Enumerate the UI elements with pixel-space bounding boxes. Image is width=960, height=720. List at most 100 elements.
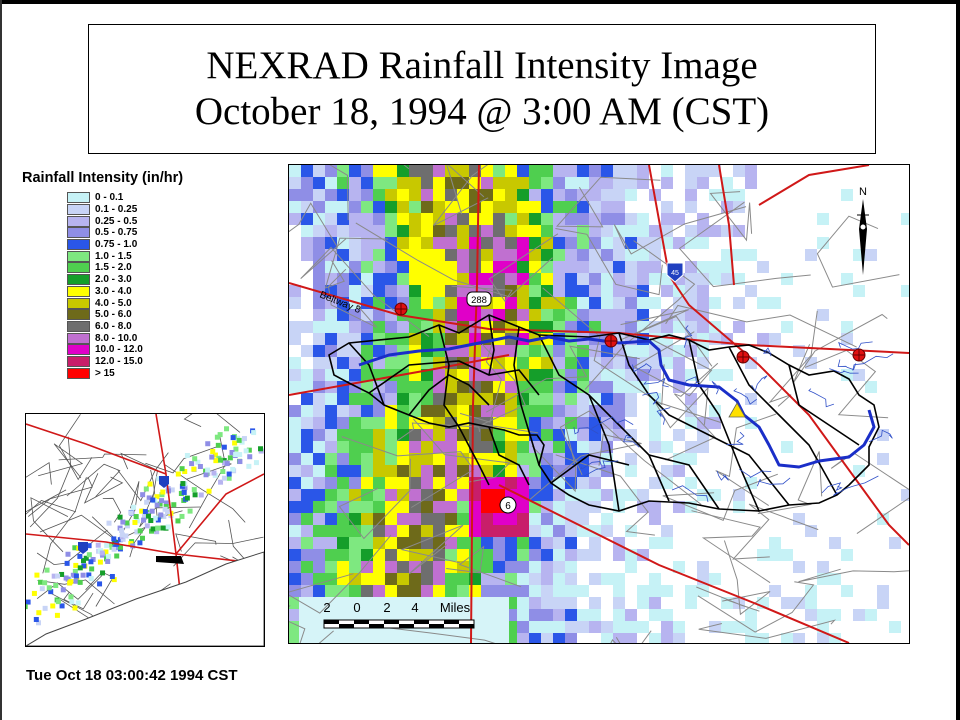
radar-cell bbox=[505, 465, 517, 477]
radar-cell bbox=[685, 273, 697, 285]
radar-cell bbox=[349, 201, 361, 213]
radar-cell bbox=[577, 513, 589, 525]
road bbox=[678, 201, 811, 288]
radar-cell bbox=[517, 249, 529, 261]
radar-cell bbox=[373, 573, 385, 585]
radar-cell bbox=[349, 465, 361, 477]
radar-cell bbox=[577, 357, 589, 369]
tributary bbox=[829, 368, 859, 374]
radar-cell bbox=[685, 417, 697, 429]
radar-cell bbox=[313, 501, 325, 513]
radar-cell bbox=[625, 405, 637, 417]
gauge-marker-icon bbox=[394, 302, 408, 316]
radar-cell bbox=[673, 561, 685, 573]
inset-cell bbox=[54, 612, 60, 618]
radar-cell bbox=[493, 549, 505, 561]
inset-cell bbox=[68, 594, 74, 600]
radar-cell bbox=[517, 177, 529, 189]
radar-cell bbox=[529, 405, 541, 417]
radar-cell bbox=[289, 285, 301, 297]
inset-cell bbox=[221, 444, 227, 450]
highway-west bbox=[289, 354, 510, 396]
radar-cell bbox=[625, 261, 637, 273]
radar-cell bbox=[385, 417, 397, 429]
radar-cell bbox=[445, 285, 457, 297]
radar-cell bbox=[613, 573, 625, 585]
radar-cell bbox=[349, 573, 361, 585]
radar-cell bbox=[553, 525, 565, 537]
radar-cell bbox=[673, 345, 685, 357]
radar-cell bbox=[529, 249, 541, 261]
radar-cell bbox=[661, 225, 673, 237]
radar-cell bbox=[409, 357, 421, 369]
radar-cell bbox=[457, 441, 469, 453]
legend-item: 12.0 - 15.0 bbox=[67, 355, 262, 368]
radar-cell bbox=[685, 225, 697, 237]
radar-cell bbox=[313, 429, 325, 441]
legend-item: 10.0 - 12.0 bbox=[67, 344, 262, 356]
radar-cell bbox=[457, 285, 469, 297]
radar-cell bbox=[637, 165, 649, 177]
radar-cell bbox=[649, 573, 661, 585]
inset-highway bbox=[175, 473, 264, 555]
inset-cell bbox=[214, 434, 220, 440]
radar-cell bbox=[565, 369, 577, 381]
radar-cell bbox=[541, 165, 553, 177]
radar-cell bbox=[721, 621, 733, 633]
radar-cell bbox=[553, 417, 565, 429]
legend-rows: 0 - 0.1 0.1 - 0.25 0.25 - 0.5 0.5 - 0.75 0.7… bbox=[22, 192, 262, 379]
radar-cell bbox=[349, 585, 361, 597]
scale-number: 4 bbox=[411, 600, 418, 615]
inset-cell bbox=[46, 585, 52, 591]
radar-cell bbox=[385, 213, 397, 225]
radar-cell bbox=[529, 369, 541, 381]
radar-cell bbox=[349, 261, 361, 273]
radar-cell bbox=[541, 297, 553, 309]
radar-cell bbox=[553, 297, 565, 309]
radar-cell bbox=[877, 585, 889, 597]
radar-cell bbox=[337, 453, 349, 465]
radar-cell bbox=[601, 393, 613, 405]
county-line bbox=[27, 476, 93, 517]
radar-cell bbox=[409, 285, 421, 297]
right-border bbox=[956, 0, 960, 720]
radar-cell bbox=[469, 249, 481, 261]
radar-cell bbox=[469, 237, 481, 249]
radar-cell bbox=[289, 321, 301, 333]
radar-cell bbox=[289, 477, 301, 489]
radar-cell bbox=[601, 489, 613, 501]
radar-cell bbox=[469, 525, 481, 537]
radar-cell bbox=[493, 201, 505, 213]
radar-cell bbox=[709, 189, 721, 201]
road bbox=[709, 191, 753, 242]
legend-swatch bbox=[67, 344, 90, 356]
radar-cell bbox=[301, 189, 313, 201]
legend-label: 0.75 - 1.0 bbox=[95, 239, 138, 251]
highway-ne bbox=[758, 165, 870, 206]
radar-cell bbox=[697, 357, 709, 369]
radar-cell bbox=[301, 237, 313, 249]
radar-cell bbox=[553, 381, 565, 393]
radar-cell bbox=[745, 609, 757, 621]
road bbox=[556, 176, 661, 228]
watershed-subdivision bbox=[368, 360, 540, 396]
road bbox=[400, 524, 464, 575]
radar-cell bbox=[553, 273, 565, 285]
county-line bbox=[163, 463, 246, 523]
radar-cell bbox=[373, 501, 385, 513]
road bbox=[480, 343, 539, 434]
inset-cell bbox=[139, 508, 145, 514]
radar-cell bbox=[505, 633, 517, 643]
radar-cell bbox=[409, 225, 421, 237]
radar-cell bbox=[601, 213, 613, 225]
radar-cell bbox=[289, 297, 301, 309]
radar-cell bbox=[505, 561, 517, 573]
radar-cell bbox=[313, 297, 325, 309]
radar-cell bbox=[817, 237, 829, 249]
inset-cell bbox=[104, 556, 110, 562]
county-line bbox=[145, 446, 219, 474]
inset-cell bbox=[65, 551, 71, 557]
radar-cell bbox=[361, 309, 373, 321]
radar-cell bbox=[673, 465, 685, 477]
inset-cell bbox=[171, 502, 177, 508]
